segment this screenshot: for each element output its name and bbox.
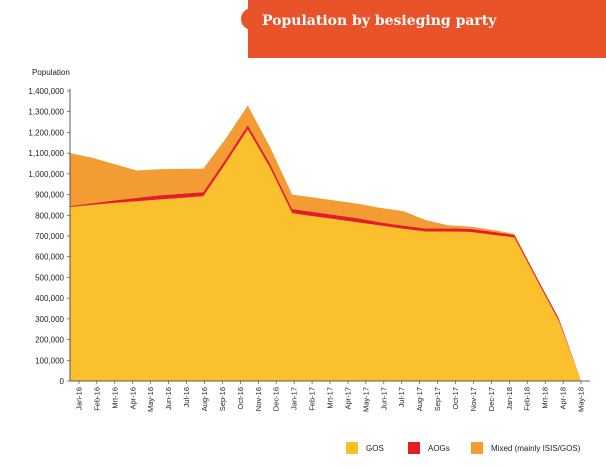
x-tick-label: Nov-16 [254,387,263,411]
x-tick-label: Oct-16 [236,387,245,410]
axes-group: 0 100,000 200,000 300,000 400,000 500,000 600,… [28,87,590,412]
x-tick-label: May-17 [361,387,370,412]
x-tick-label: Apr-18 [559,387,568,410]
y-tick-label: 200,000 [35,336,64,345]
x-tick-label: Mrt-18 [541,387,550,409]
x-tick-label: Sep-16 [218,387,227,411]
legend-entry: Mixed (mainly ISIS/GOS) [491,444,581,453]
y-tick-label: 400,000 [35,294,64,303]
x-tick-label: May-18 [577,387,586,412]
header-banner [248,0,606,58]
legend-swatch [408,442,420,454]
y-tick-label: 1,100,000 [28,149,64,158]
y-tick-label: 700,000 [35,232,64,241]
y-axis-label: Population [32,68,70,77]
y-tick-label: 0 [60,377,65,386]
y-tick-label: 500,000 [35,273,64,282]
x-tick-label: Jan-16 [74,387,83,410]
x-tick-label: Apr-16 [128,387,137,410]
area-series-group [70,105,582,382]
legend-entry: AOGs [428,444,450,453]
x-tick-label: Feb-16 [92,387,101,411]
x-tick-label: Mrt-16 [110,387,119,409]
x-tick-label: Sep-17 [433,387,442,411]
legend-entry: GOS [366,444,384,453]
y-tick-label: 100,000 [35,356,64,365]
x-tick-label: Jan-18 [505,387,514,410]
x-tick-label: Oct-17 [451,387,460,410]
legend-swatch [346,442,358,454]
y-tick-label: 300,000 [35,315,64,324]
x-tick-label: Jan-17 [290,387,299,410]
x-tick-label: Dec-17 [487,387,496,411]
x-tick-label: Mrt-17 [326,387,335,409]
legend: GOS AOGs Mixed (mainly ISIS/GOS) [346,442,581,454]
y-tick-label: 800,000 [35,211,64,220]
x-tick-label: Jul-17 [397,387,406,407]
x-tick-label: Dec-16 [272,387,281,411]
x-tick-label: Jul-16 [182,387,191,407]
chart-title: Population by besieging party [262,13,497,29]
area-series-gos [70,129,582,381]
y-tick-label: 1,000,000 [28,170,64,179]
y-tick-label: 1,300,000 [28,108,64,117]
x-tick-label: Feb-17 [308,387,317,411]
x-tick-label: Apr-17 [343,387,352,410]
y-tick-label: 1,200,000 [28,128,64,137]
x-tick-label: Aug-16 [200,387,209,411]
x-tick-label: Jun-16 [164,387,173,410]
legend-swatch [471,442,483,454]
x-tick-label: Aug-17 [415,387,424,411]
area-series-mixed-mainly-isis-gos [70,105,582,381]
x-tick-label: May-16 [146,387,155,412]
x-tick-label: Feb-18 [523,387,532,411]
x-tick-label: Jun-17 [379,387,388,410]
y-tick-label: 900,000 [35,191,64,200]
y-tick-label: 1,400,000 [28,87,64,96]
y-tick-label: 600,000 [35,253,64,262]
x-tick-label: Nov-17 [469,387,478,411]
